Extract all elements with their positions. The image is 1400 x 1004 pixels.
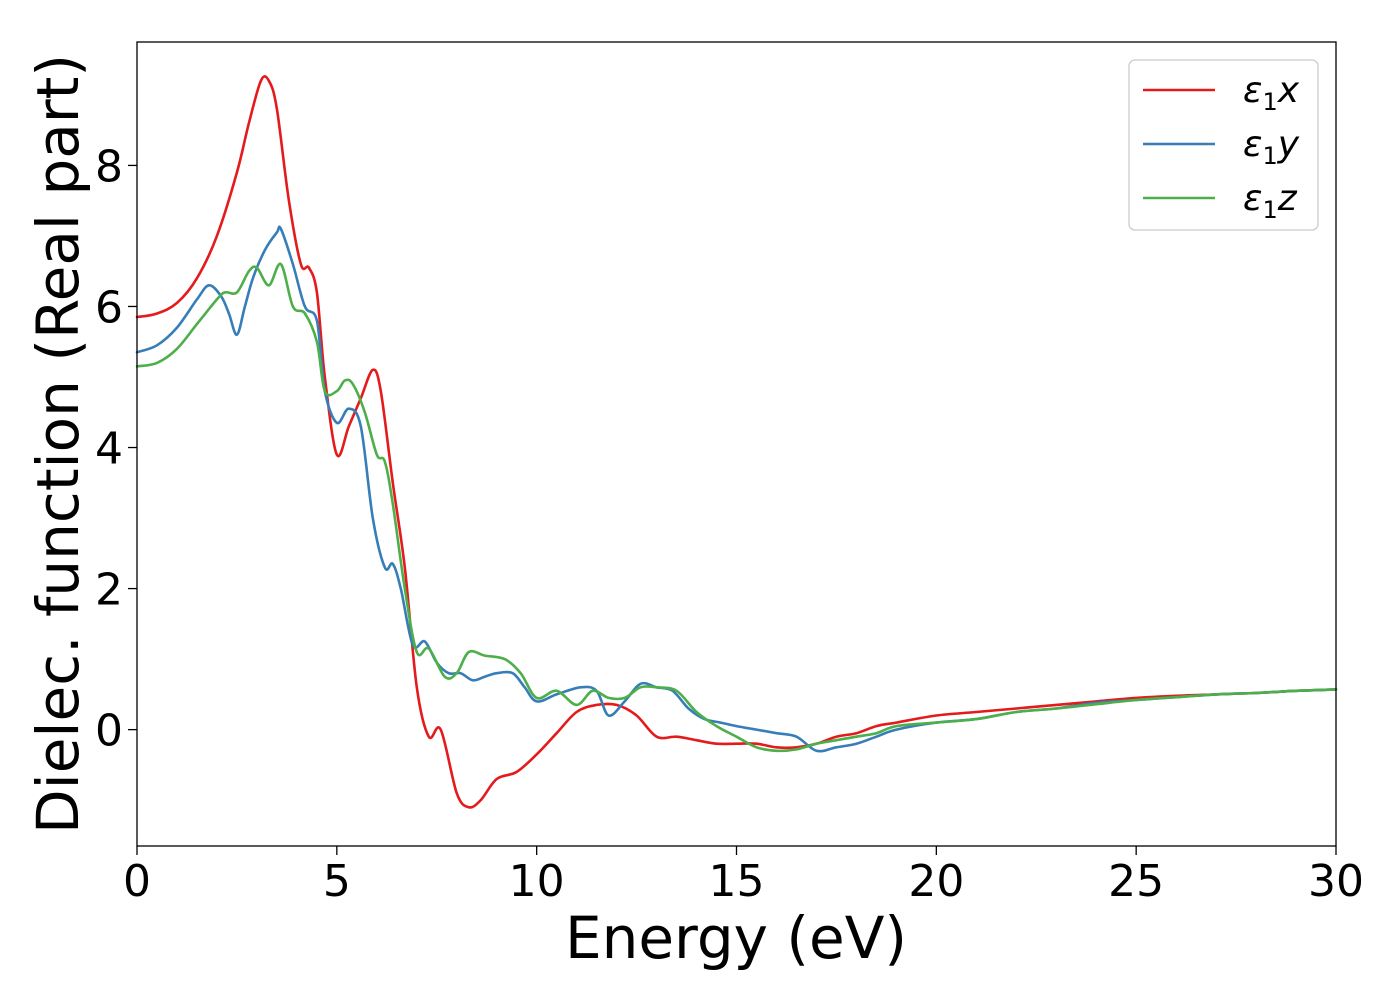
y-tick-label: 2 [95, 565, 123, 616]
legend-label-x: ε1x [1243, 70, 1300, 116]
y-tick-label: 6 [95, 282, 123, 333]
legend: ε1x ε1y ε1z [1128, 59, 1319, 231]
series-line-x [135, 75, 1338, 809]
x-tick-label: 30 [1308, 856, 1364, 907]
x-tick-label: 10 [509, 856, 565, 907]
y-tick-label: 8 [95, 141, 123, 192]
x-tick-label: 5 [323, 856, 351, 907]
series-layer [135, 75, 1338, 809]
x-axis-ticks: 0 5 10 15 20 25 30 [123, 846, 1364, 907]
y-tick-label: 0 [95, 706, 123, 757]
x-axis-title: Energy (eV) [565, 904, 907, 972]
y-axis-ticks: 0 2 4 6 8 [95, 141, 137, 757]
x-tick-label: 25 [1108, 856, 1164, 907]
y-axis-title: Dielec. function (Real part) [24, 54, 92, 834]
legend-label-y: ε1y [1243, 124, 1300, 170]
series-line-z [135, 262, 1338, 753]
legend-label-z: ε1z [1243, 178, 1298, 224]
legend-frame [1128, 59, 1319, 231]
x-tick-label: 0 [123, 856, 151, 907]
series-line-y [135, 225, 1338, 753]
x-tick-label: 15 [709, 856, 765, 907]
y-tick-label: 4 [95, 424, 123, 475]
x-tick-label: 20 [908, 856, 964, 907]
